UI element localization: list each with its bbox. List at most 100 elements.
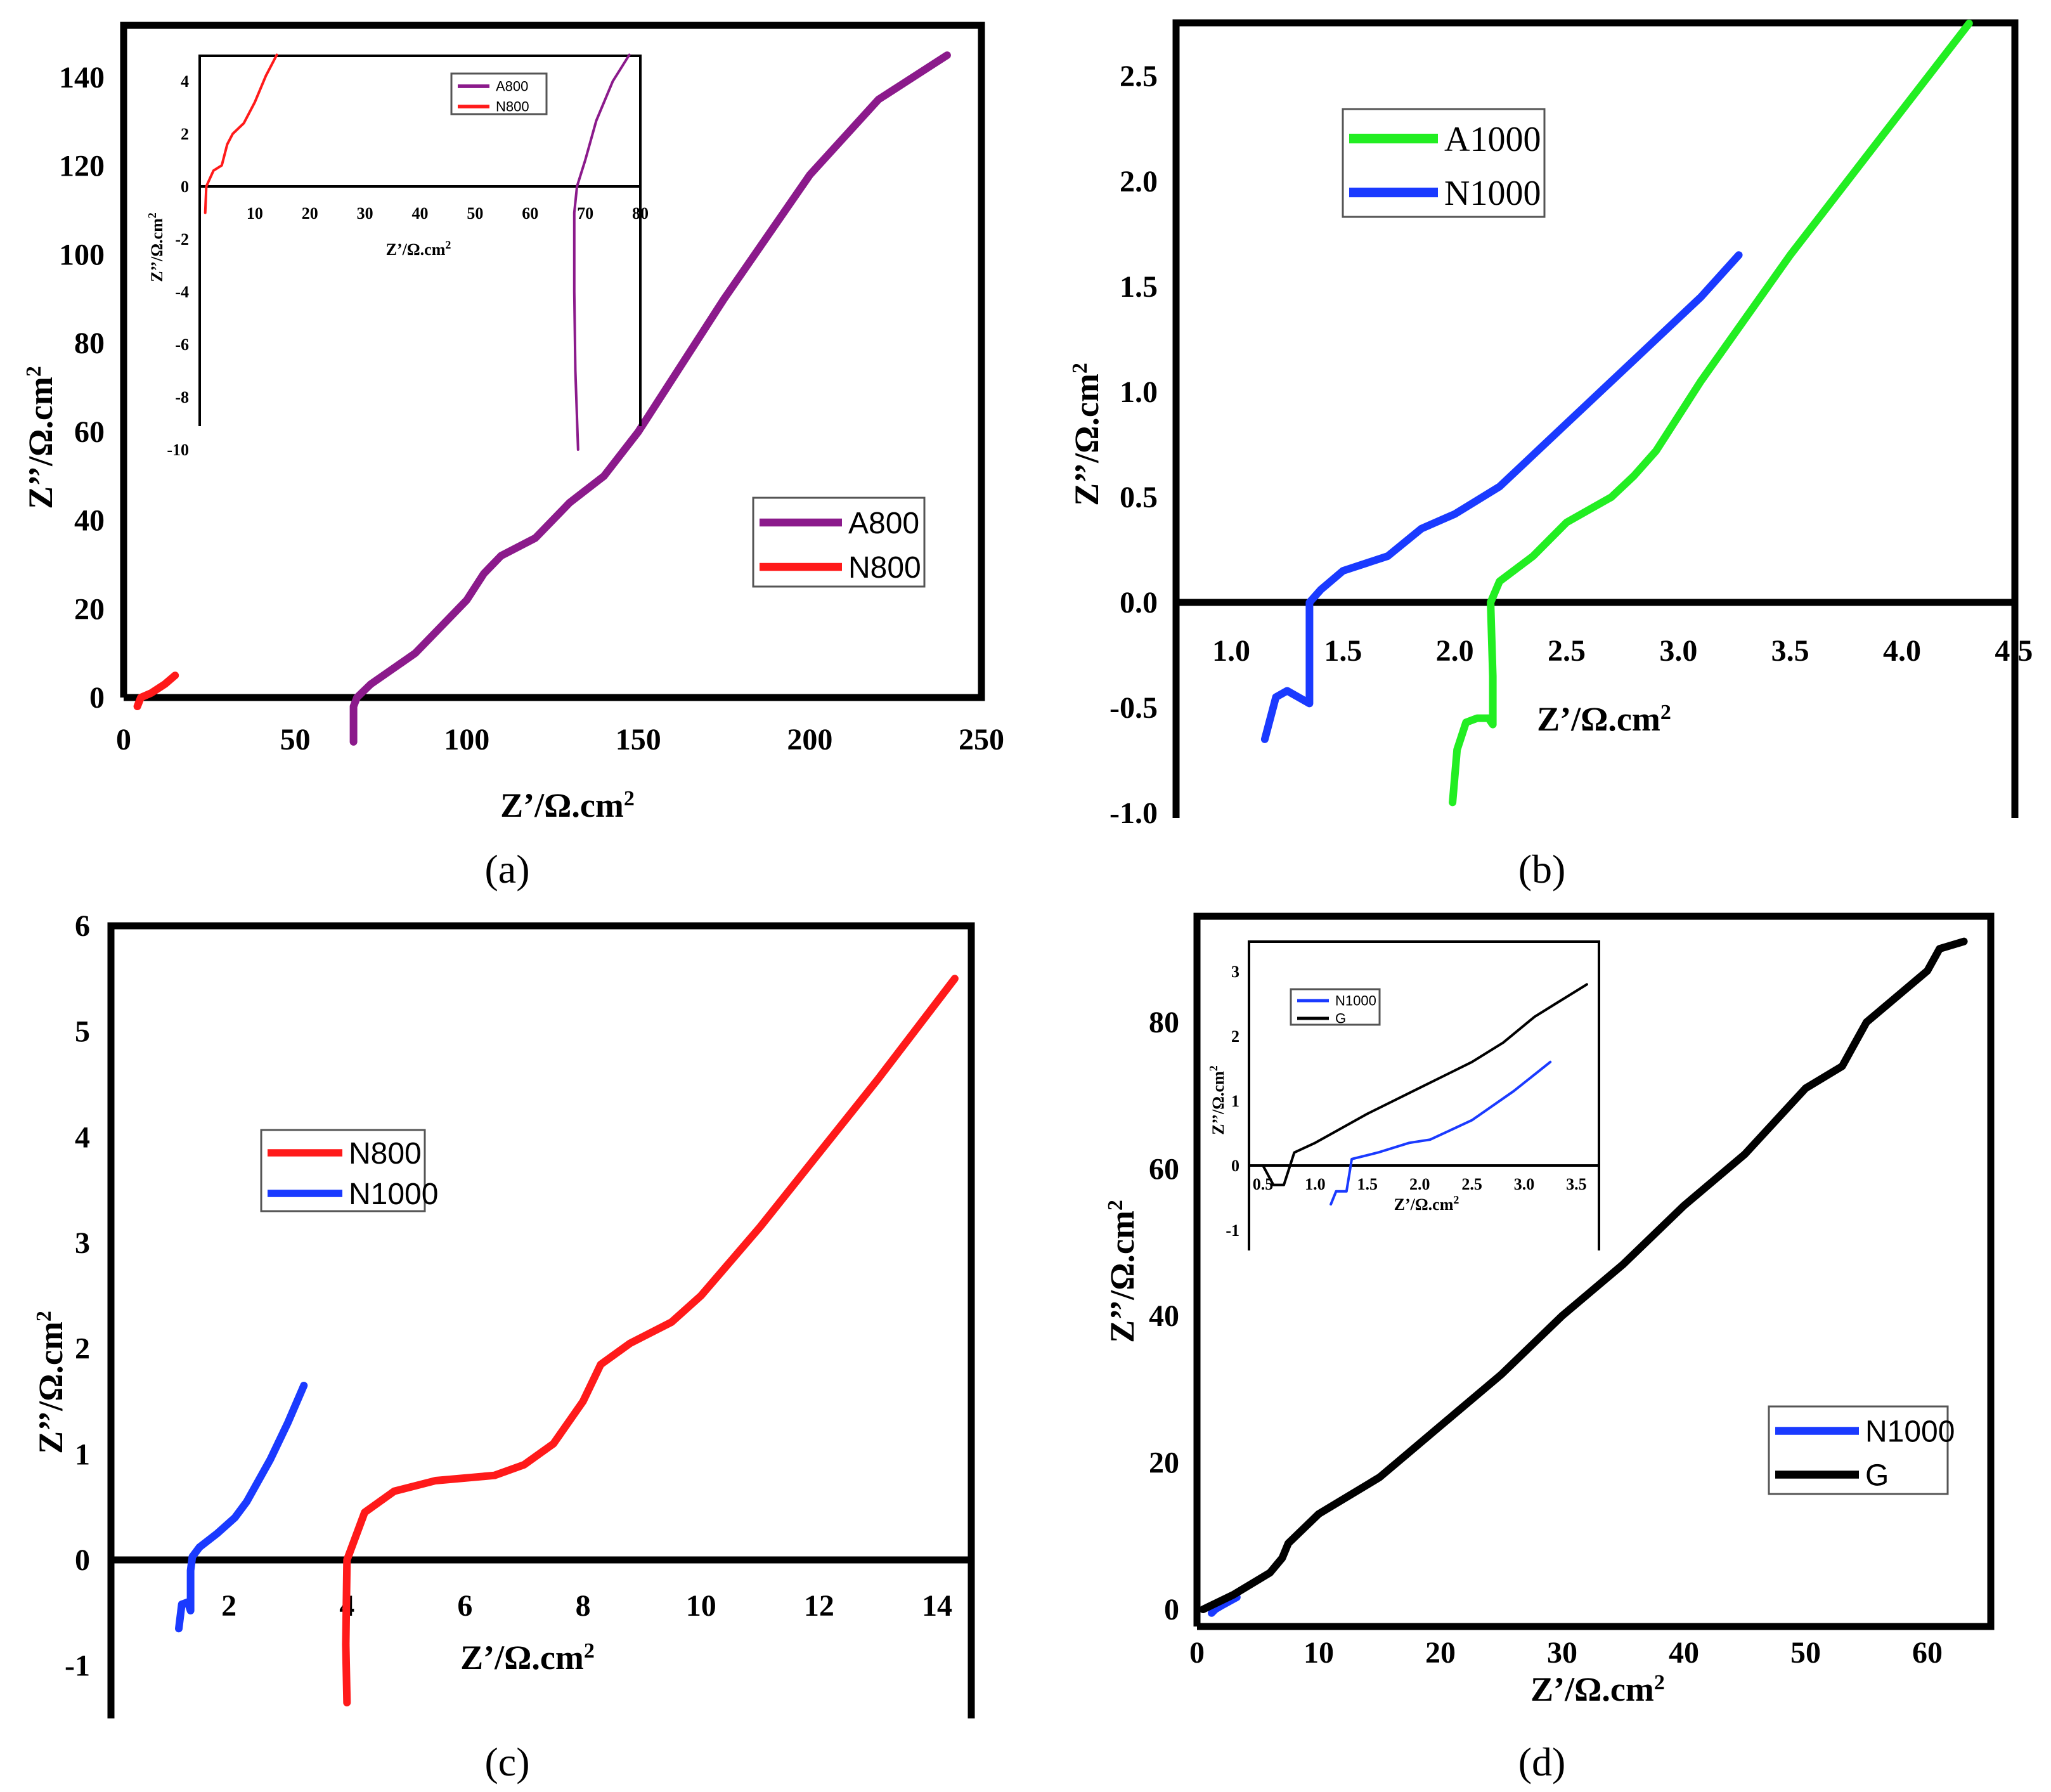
- panel-d-inset-y-tick: -1: [1226, 1221, 1239, 1240]
- panel-d-inset-y-tick: 0: [1231, 1157, 1239, 1175]
- panel-a-frame: [120, 22, 985, 701]
- panel-a-inset-x-tick: 60: [522, 204, 538, 223]
- panel-b-x-tick: 2.0: [1436, 634, 1474, 668]
- panel-d-inset-y-tick: 3: [1231, 963, 1239, 981]
- panel-c-x-tick: 12: [804, 1589, 834, 1623]
- panel-b-legend-label-a1000: A1000: [1444, 120, 1541, 159]
- panel-b-x-tick: 3.5: [1771, 634, 1809, 668]
- panel-d-x-tick: 50: [1790, 1636, 1821, 1670]
- panel-d-inset-y-tick: 1: [1231, 1092, 1239, 1110]
- panel-a-inset-x-tick: 40: [412, 204, 429, 223]
- panel-d-frame: [1193, 912, 1995, 1630]
- panel-c-series-n800: [342, 975, 959, 1706]
- panel-a: 0 50 100 150 200 250020406080100120140Z’/Ω.cm…: [22, 22, 1004, 892]
- panel-a-inset-series-n800: [204, 53, 278, 214]
- panel-c-x-title: Z’/Ω.cm2: [460, 1639, 595, 1677]
- panel-a-legend-label-a800: A800: [848, 507, 919, 540]
- panel-b-y-title-text: Z’’/Ω.cm: [1068, 373, 1106, 506]
- panel-b-legend-box: [1342, 108, 1546, 218]
- panel-b-x-tick: 1.0: [1212, 634, 1250, 668]
- panel-d-legend-label-g: G: [1865, 1458, 1889, 1492]
- panel-a-inset-x-tick: 70: [577, 204, 593, 223]
- panel-d-inset: 0.5 1.0 1.5 2.0 2.5 3.0 3.53210-1Z’/Ω.cm2Z’’/Ω…: [1207, 940, 1600, 1250]
- panel-a-y-title-exponent: 2: [22, 366, 46, 377]
- panel-d-x-tick: 60: [1912, 1636, 1943, 1670]
- panel-d-y-title-exponent: 2: [1104, 1200, 1127, 1211]
- panel-a-y-tick: 40: [74, 504, 105, 538]
- panel-d-y-tick: 60: [1149, 1153, 1179, 1186]
- panel-d-legend-box: [1768, 1405, 1949, 1495]
- panel-b-y-title-exponent: 2: [1068, 363, 1092, 373]
- panel-c-y-title-exponent: 2: [32, 1311, 56, 1321]
- panel-b-y-tick: 2.5: [1120, 60, 1158, 93]
- panel-b-x-tick: 4.0: [1883, 634, 1921, 668]
- panel-d-x-tick: 0: [1189, 1636, 1205, 1670]
- panel-d-x-title-text: Z’/Ω.cm: [1530, 1670, 1654, 1708]
- panel-a-series-n800: [133, 672, 179, 710]
- panel-a-y-tick: 20: [74, 592, 105, 626]
- panel-a-inset-y-tick: 4: [181, 72, 189, 91]
- panel-d-y-title: Z’’/Ω.cm2: [1103, 1200, 1141, 1343]
- panel-a-inset-y-tick: -6: [175, 335, 189, 354]
- panel-c-y-tick: -1: [65, 1649, 90, 1683]
- panel-b-series-a1000: [1449, 20, 1973, 807]
- panel-d-inset-x-title-text: Z’/Ω.cm: [1394, 1195, 1454, 1214]
- panel-d-y-tick: 20: [1149, 1446, 1179, 1480]
- panel-a-inset-legend-label-n800: N800: [496, 99, 529, 115]
- panel-c-y-tick: 5: [75, 1015, 90, 1049]
- panel-a-x-title: Z’/Ω.cm2: [500, 786, 635, 824]
- panel-d-x-tick: 30: [1547, 1636, 1577, 1670]
- panel-d-inset-legend-label-n1000: N1000: [1335, 993, 1376, 1009]
- panel-c-series-n1000: [175, 1382, 308, 1633]
- panel-d-inset-x-tick: 2.5: [1461, 1175, 1482, 1193]
- panel-b-frame: [1172, 19, 2019, 818]
- panel-b-x-tick: 1.5: [1324, 634, 1362, 668]
- panel-d-inset-y-tick: 2: [1231, 1027, 1239, 1046]
- panel-a-x-title-text: Z’/Ω.cm: [500, 786, 624, 824]
- panel-b-y-tick: 1.0: [1120, 375, 1158, 409]
- panel-d-y-tick: 40: [1149, 1299, 1179, 1333]
- panel-a-inset-x-tick: 20: [302, 204, 318, 223]
- panel-d-label: (d): [1518, 1739, 1566, 1784]
- panel-a-y-tick: 0: [89, 681, 105, 715]
- panel-a-y-tick: 60: [74, 415, 105, 449]
- panel-a-inset-y-tick: -8: [175, 388, 189, 406]
- panel-d-inset-x-tick: 3.0: [1514, 1175, 1535, 1193]
- panel-a-inset-series-a800: [573, 53, 631, 451]
- panel-a-y-tick: 100: [59, 238, 105, 271]
- panel-c-legend-box: [260, 1129, 426, 1212]
- panel-a-y-title: Z’’/Ω.cm2: [22, 366, 60, 509]
- panel-c-legend-label-n800: N800: [349, 1137, 422, 1171]
- panel-c-x-title-exponent: 2: [584, 1639, 595, 1663]
- panel-d-inset-x-title: Z’/Ω.cm2: [1394, 1193, 1459, 1214]
- panel-d-inset-series-g: [1262, 983, 1588, 1186]
- panel-b-y-tick: -1.0: [1110, 796, 1158, 830]
- panel-a-inset-x-tick: 30: [357, 204, 373, 223]
- panel-c-frame: [107, 922, 975, 1718]
- panel-c-x-title-text: Z’/Ω.cm: [460, 1639, 584, 1677]
- panel-a-legend-label-n800: N800: [848, 551, 921, 585]
- panel-d-inset-frame: [1248, 940, 1600, 1250]
- panel-d-inset-x-tick: 1.0: [1305, 1175, 1326, 1193]
- panel-b-y-tick: 2.0: [1120, 165, 1158, 198]
- panel-d-series-n1000: [1208, 1593, 1241, 1617]
- panel-a-inset-x-title-exponent: 2: [445, 238, 451, 251]
- panel-a-x-tick: 0: [116, 723, 131, 756]
- panel-b-x-tick: 2.5: [1548, 634, 1586, 668]
- panel-a-x-tick: 100: [444, 723, 489, 756]
- panel-b-y-tick: -0.5: [1110, 691, 1158, 725]
- panel-b-y-tick: 0.5: [1120, 481, 1158, 514]
- panel-a-x-title-exponent: 2: [624, 787, 635, 810]
- panel-c: 2 4 6 8 10 12 14-10123456Z’/Ω.cm2Z’’/Ω.cm2N800…: [32, 909, 975, 1784]
- panel-a-x-tick: 50: [280, 723, 311, 756]
- panel-a-inset-y-tick: 0: [181, 178, 189, 196]
- panel-c-y-tick: 0: [75, 1543, 90, 1577]
- panel-a-x-tick: 150: [616, 723, 661, 756]
- panel-b-x-title: Z’/Ω.cm2: [1537, 700, 1671, 738]
- panel-d-series-g: [1199, 937, 1968, 1613]
- panel-b-label: (b): [1518, 847, 1566, 892]
- panel-a-inset: 10 20 30 40 50 60 70 80420-2-4-6-8-10Z’/Ω.cm2Z’…: [146, 53, 649, 459]
- panel-a-inset-legend-label-a800: A800: [496, 79, 528, 94]
